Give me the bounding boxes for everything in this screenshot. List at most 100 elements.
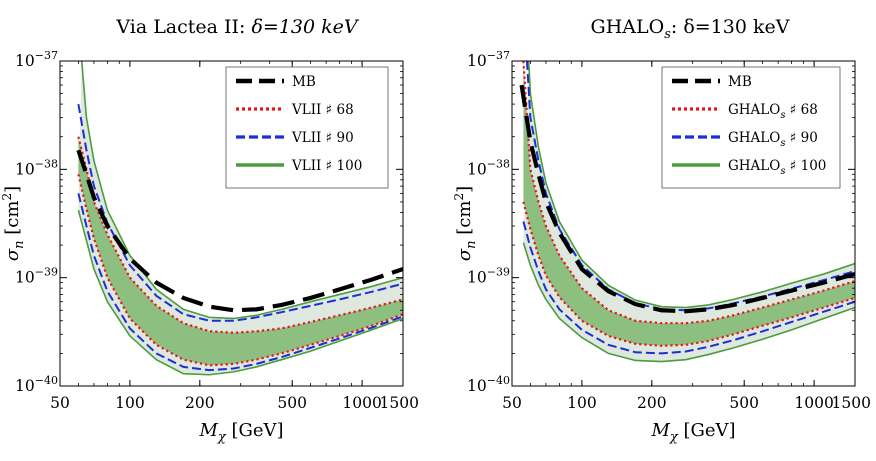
legend-label-subscript: s — [780, 138, 785, 149]
legend-label-main: GHALO — [728, 158, 780, 174]
x-tick-label: 500 — [277, 394, 307, 412]
legend-label-number: 68 — [796, 102, 817, 118]
y-tick-exponent: −37 — [35, 49, 58, 62]
y-tick-exponent: −40 — [35, 374, 58, 387]
legend-label: VLII ♯ 90 — [291, 130, 354, 146]
y-axis-label: σn [cm2] — [452, 186, 479, 261]
title-main: GHALO — [591, 16, 665, 38]
series-line-blue-lower — [522, 221, 855, 355]
y-tick-base: 10 — [467, 52, 487, 70]
y-tick-label: 10−40 — [467, 374, 510, 395]
y-label-symbol: σ — [2, 248, 23, 261]
y-axis-label: σn [cm2] — [0, 186, 27, 261]
legend-label-main: VLII — [291, 130, 326, 146]
x-label-unit: [GeV] — [678, 420, 736, 441]
legend-label: GHALOs ♯ 100 — [728, 158, 826, 177]
y-tick-label: 10−38 — [15, 157, 58, 178]
y-tick-exponent: −40 — [487, 374, 510, 387]
plot-area — [76, 61, 403, 376]
x-tick-label: 200 — [185, 394, 215, 412]
x-tick-label: 1500 — [832, 394, 871, 412]
title-delta: : δ=130 keV — [671, 16, 790, 38]
title-main: Via Lactea II: — [115, 16, 251, 38]
x-label-subscript: χ — [217, 430, 227, 445]
y-tick-exponent: −39 — [487, 266, 510, 279]
y-label-symbol: σ — [454, 248, 475, 261]
legend-label-hash: ♯ — [785, 158, 796, 174]
y-tick-base: 10 — [467, 377, 487, 395]
legend-label: VLII ♯ 68 — [291, 102, 354, 118]
series-line-blue-dashed — [77, 103, 403, 322]
legend-box — [225, 66, 389, 189]
x-tick-label: 100 — [115, 394, 145, 412]
chart-title: Via Lactea II: δ=130 keV — [115, 16, 360, 38]
x-tick-label: 500 — [729, 394, 759, 412]
y-tick-label: 10−39 — [467, 266, 510, 287]
plot-area — [519, 61, 855, 363]
chart-title: GHALOs: δ=130 keV — [591, 16, 790, 42]
y-tick-exponent: −38 — [487, 157, 510, 170]
y-tick-label: 10−37 — [15, 49, 58, 70]
series-line-blue-lower — [77, 193, 403, 372]
y-tick-label: 10−40 — [15, 374, 58, 395]
legend-label-number: 90 — [332, 130, 353, 146]
legend-label-subscript: s — [780, 110, 785, 121]
plot-frame — [59, 60, 404, 387]
legend-label: MB — [292, 74, 316, 90]
legend-label-hash: ♯ — [785, 130, 796, 146]
y-tick-label: 10−37 — [467, 49, 510, 70]
chart-panel-left: 50 100 200 500 1000150010−4010−3910−3810−37V… — [0, 16, 419, 445]
x-tick-label: 1000 — [342, 394, 381, 412]
x-tick-label: 200 — [637, 394, 667, 412]
legend-label: VLII ♯ 100 — [291, 158, 362, 174]
y-tick-base: 10 — [15, 52, 35, 70]
y-label-unit-exponent: 2 — [452, 193, 466, 201]
y-tick-exponent: −39 — [35, 266, 58, 279]
legend-label-text: MB — [728, 74, 752, 90]
legend-label: MB — [728, 74, 752, 90]
y-label-unit: [cm — [454, 201, 475, 241]
legend-label-text: MB — [292, 74, 316, 90]
chart-panel-right: 50 100 200 500 1000150010−4010−3910−3810−37G… — [452, 16, 871, 445]
x-axis-label: Mχ [GeV] — [650, 420, 735, 445]
y-tick-base: 10 — [15, 377, 35, 395]
series-line-green-lower-outer — [522, 242, 855, 363]
series-line-red-dotted — [77, 136, 403, 334]
legend-label-number: 68 — [332, 102, 353, 118]
series-line-blue-dashed — [525, 61, 855, 312]
legend-label-main: VLII — [291, 158, 326, 174]
series-line-green-solid — [80, 61, 403, 320]
legend-label-main: VLII — [291, 102, 326, 118]
x-tick-label: 50 — [50, 394, 70, 412]
x-tick-label: 50 — [502, 394, 522, 412]
y-tick-base: 10 — [467, 269, 487, 287]
y-tick-label: 10−38 — [467, 157, 510, 178]
plot-frame — [511, 60, 856, 387]
legend-label-number: 100 — [796, 158, 826, 174]
series-line-black-long-dash — [519, 84, 855, 314]
y-tick-base: 10 — [15, 160, 35, 178]
y-label-unit-exponent: 2 — [0, 193, 14, 201]
legend-label: GHALOs ♯ 68 — [728, 102, 818, 121]
series-line-green-solid — [527, 61, 855, 309]
legend-label-hash: ♯ — [326, 130, 333, 146]
y-label-unit: [cm — [2, 201, 23, 241]
y-label-unit-close: ] — [2, 186, 23, 193]
x-label-symbol: M — [198, 420, 218, 441]
legend-label-main: GHALO — [728, 102, 780, 118]
series-line-red-lower — [77, 174, 403, 367]
x-label-unit: [GeV] — [226, 420, 284, 441]
legend-label-number: 100 — [332, 158, 362, 174]
legend-label: GHALOs ♯ 90 — [728, 130, 818, 149]
y-label-subscript: n — [464, 240, 479, 248]
x-tick-label: 1000 — [794, 394, 833, 412]
legend-label-hash: ♯ — [326, 102, 333, 118]
legend-label-subscript: s — [780, 166, 785, 177]
y-label-subscript: n — [12, 240, 27, 248]
y-tick-exponent: −37 — [487, 49, 510, 62]
legend-label-hash: ♯ — [785, 102, 796, 118]
